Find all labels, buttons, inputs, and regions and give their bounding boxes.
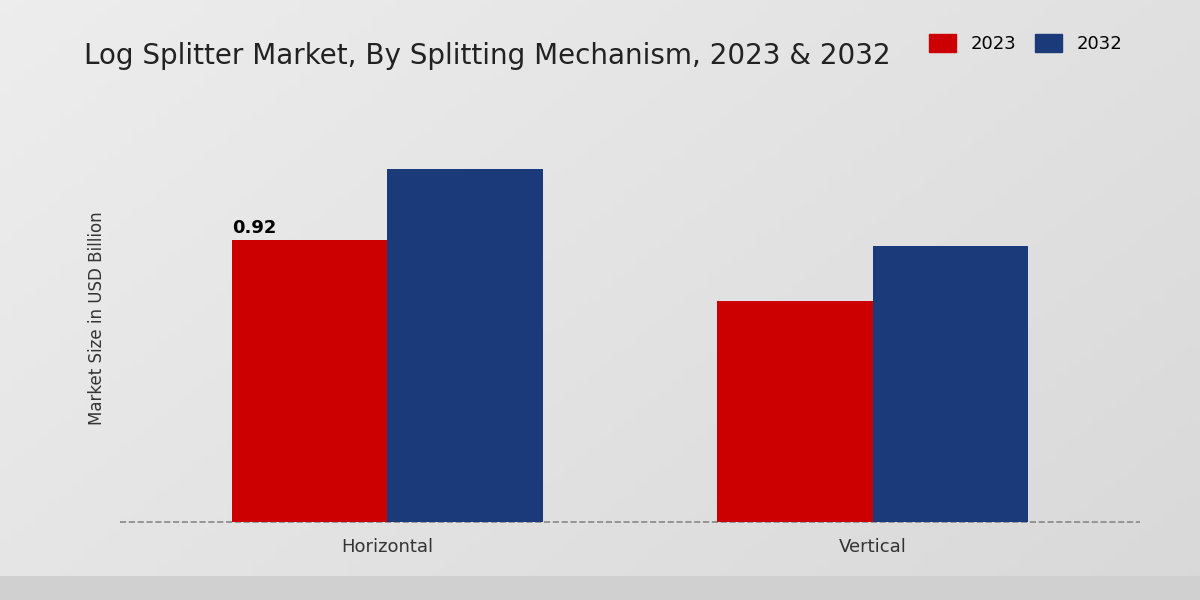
Y-axis label: Market Size in USD Billion: Market Size in USD Billion (88, 211, 106, 425)
Text: Log Splitter Market, By Splitting Mechanism, 2023 & 2032: Log Splitter Market, By Splitting Mechan… (84, 42, 890, 70)
Bar (232, 240, 388, 522)
Legend: 2023, 2032: 2023, 2032 (920, 25, 1130, 62)
Bar (872, 246, 1028, 522)
Text: 0.92: 0.92 (232, 219, 276, 237)
Bar (718, 301, 872, 522)
Bar (388, 169, 542, 522)
